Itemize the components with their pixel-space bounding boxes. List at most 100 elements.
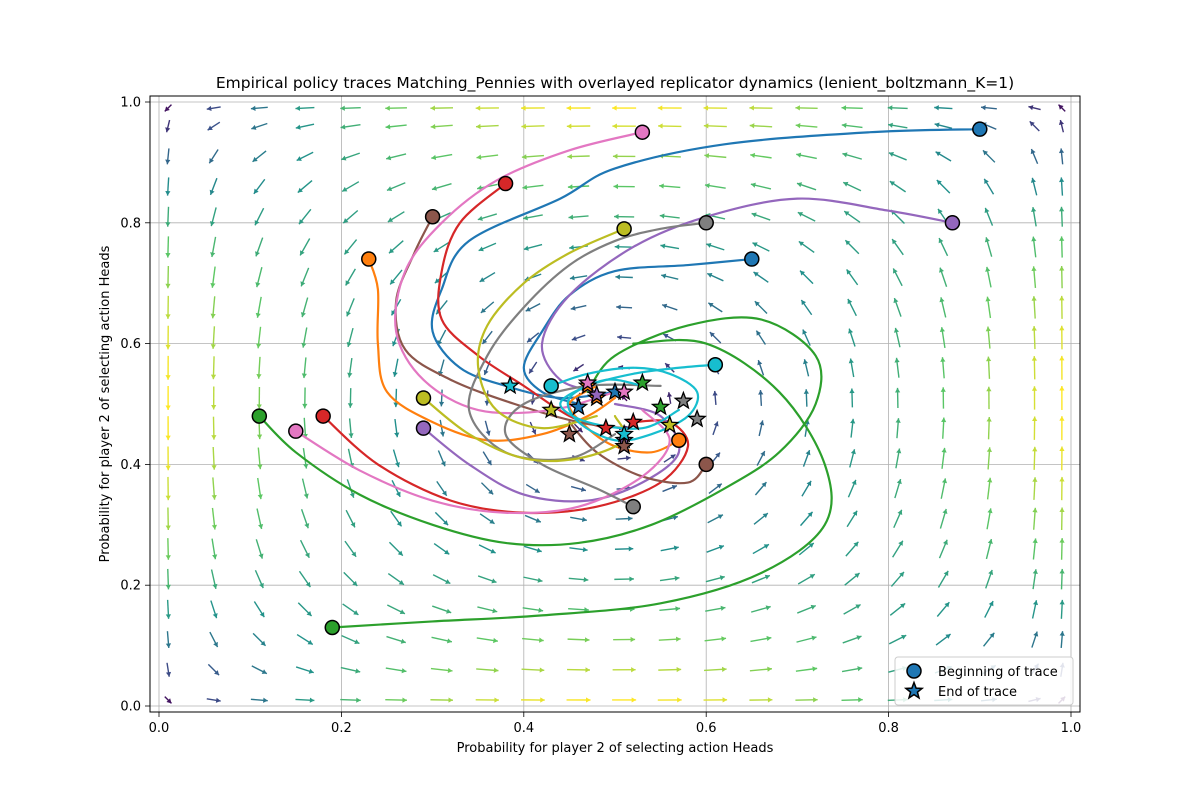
quiver-arrow-head xyxy=(309,697,315,703)
quiver-arrow-head xyxy=(347,403,353,408)
quiver-arrow-head xyxy=(850,418,856,424)
quiver-arrow-head xyxy=(720,605,726,611)
quiver-arrow-head xyxy=(539,637,544,643)
quiver-arrow-head xyxy=(212,583,218,589)
quiver-arrow-head xyxy=(659,213,665,219)
quiver-arrow-head xyxy=(250,105,256,111)
quiver-arrow-head xyxy=(396,521,402,527)
quiver-arrow-head xyxy=(210,282,216,288)
quiver-arrow-head xyxy=(796,152,802,158)
quiver-arrow-head xyxy=(585,697,591,703)
trace-end-marker xyxy=(673,390,694,410)
quiver-arrow-head xyxy=(798,241,804,247)
quiver-arrow-head xyxy=(392,341,397,347)
quiver-arrow-head xyxy=(1059,416,1065,421)
quiver-arrow-head xyxy=(165,614,171,619)
quiver-arrow-head xyxy=(893,268,898,274)
quiver-arrow-head xyxy=(346,311,351,317)
quiver-arrow-head xyxy=(584,637,590,643)
quiver-arrow-head xyxy=(446,608,452,614)
trace-end-marker xyxy=(559,423,580,443)
quiver-arrow-head xyxy=(573,366,579,372)
quiver-arrow-head xyxy=(353,610,359,615)
y-tick-label: 1.0 xyxy=(120,96,141,111)
quiver-arrow-head xyxy=(1030,177,1036,183)
x-axis-label: Probability for player 2 of selecting ac… xyxy=(457,741,774,756)
quiver-arrow-head xyxy=(1058,120,1064,126)
trace-end-marker xyxy=(614,435,634,455)
quiver-arrow-head xyxy=(615,274,621,280)
trace-start-marker xyxy=(634,124,651,140)
quiver-arrow-head xyxy=(939,297,945,303)
quiver-arrow-head xyxy=(480,307,486,313)
quiver-arrow-head xyxy=(758,390,764,395)
quiver-arrow-head xyxy=(658,123,663,129)
quiver-arrow-head xyxy=(986,356,992,362)
quiver-arrow-head xyxy=(672,515,678,521)
quiver-arrow-head xyxy=(579,456,585,462)
quiver-arrow-head xyxy=(534,488,540,493)
quiver-arrow-head xyxy=(211,404,217,410)
quiver-arrow-head xyxy=(661,273,667,279)
quiver-arrow-head xyxy=(166,698,172,704)
trace-end-marker xyxy=(687,408,707,428)
quiver-arrow-head xyxy=(165,495,171,501)
quiver-arrow-head xyxy=(535,517,541,523)
quiver-arrow-head xyxy=(800,270,806,276)
x-tick-label: 0.6 xyxy=(696,721,717,736)
quiver-arrow-head xyxy=(627,515,633,522)
quiver-arrow-head xyxy=(1032,446,1038,452)
quiver-arrow-head xyxy=(352,580,358,586)
quiver-arrow-head xyxy=(703,105,709,111)
trace-end-marker xyxy=(632,372,653,392)
quiver-arrow-head xyxy=(444,549,450,555)
trace-lines xyxy=(258,128,981,629)
quiver-arrow-head xyxy=(845,240,851,246)
trace-end-marker xyxy=(500,375,520,395)
quiver-arrow-head xyxy=(306,610,312,617)
quiver-arrow-head xyxy=(900,603,906,609)
quiver-arrow-head xyxy=(657,105,663,111)
quiver-arrow-head xyxy=(719,575,725,581)
quiver-arrow-head xyxy=(300,312,306,318)
quiver-arrow-head xyxy=(485,430,491,436)
quiver-arrow-head xyxy=(841,105,847,111)
quiver-arrow-head xyxy=(888,122,893,128)
quiver-arrow-head xyxy=(165,375,171,380)
quiver-arrow-head xyxy=(1059,236,1065,241)
quiver-arrow-head xyxy=(801,299,807,306)
quiver-arrow-head xyxy=(751,212,757,218)
quiver-arrow-head xyxy=(433,247,439,252)
trace-start-marker xyxy=(616,221,632,237)
quiver-arrow-head xyxy=(854,573,860,578)
quiver-arrow-head xyxy=(612,123,617,129)
trace-start-marker xyxy=(251,408,268,424)
quiver-arrow-head xyxy=(887,105,893,111)
quiver-arrow-head xyxy=(571,335,577,341)
trace-end-marker xyxy=(614,381,634,401)
quiver-arrow-head xyxy=(767,666,772,672)
quiver-arrow-head xyxy=(540,697,545,703)
quiver-arrow-head xyxy=(761,482,767,488)
trace-start-marker xyxy=(288,423,304,439)
quiver-arrow-head xyxy=(1059,295,1065,301)
quiver-arrow-head xyxy=(445,579,451,584)
quiver-arrow-head xyxy=(206,105,212,112)
quiver-arrow-head xyxy=(521,105,526,111)
quiver-arrow-head xyxy=(812,666,818,672)
legend-begin-marker xyxy=(906,663,922,679)
quiver-arrow-head xyxy=(1032,416,1038,422)
quiver-arrow-head xyxy=(210,344,216,349)
quiver-arrow-head xyxy=(440,461,446,467)
quiver-arrow-head xyxy=(402,697,407,703)
quiver-arrow-head xyxy=(805,450,811,456)
quiver-arrow-head xyxy=(400,638,406,644)
quiver-arrow-head xyxy=(1029,121,1035,127)
quiver-arrow-head xyxy=(855,604,861,610)
quiver-arrow-head xyxy=(391,310,397,316)
quiver-arrow-head xyxy=(759,420,765,426)
quiver-arrow-head xyxy=(252,156,258,162)
quiver-arrow-head xyxy=(443,520,449,526)
trace-start-marker xyxy=(497,175,514,192)
